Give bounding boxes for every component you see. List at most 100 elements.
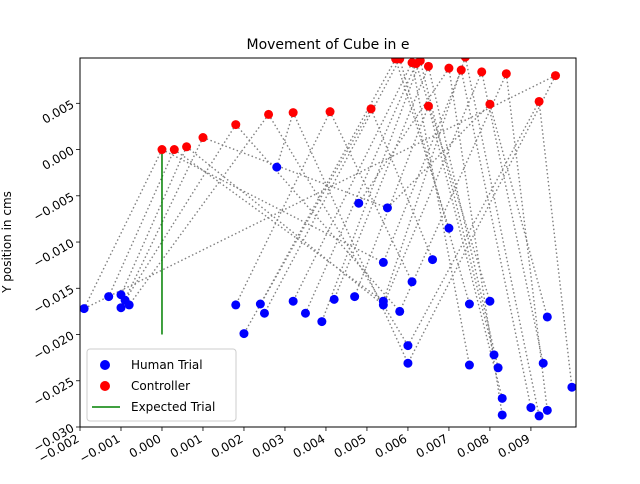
y-axis-label: Y position in cms: [0, 191, 14, 294]
legend-label-expected-trial: Expected Trial: [131, 400, 215, 414]
controller-point: [198, 133, 208, 143]
human-trial-point: [538, 358, 548, 368]
controller-point: [477, 67, 487, 77]
human-trial-point: [526, 403, 536, 413]
controller-point: [534, 96, 544, 106]
connector-line: [259, 58, 397, 305]
connector-line: [460, 69, 532, 408]
connector-line: [489, 104, 548, 318]
human-trial-point: [489, 350, 499, 360]
connector-line: [382, 58, 466, 302]
human-trial-point: [395, 306, 405, 316]
human-trial-point: [407, 277, 417, 287]
controller-point: [551, 71, 561, 81]
controller-point: [415, 58, 425, 66]
connector-line: [321, 60, 421, 322]
human-trial-point: [259, 308, 269, 318]
connector-line: [411, 62, 471, 366]
chart-title: Movement of Cube in e: [247, 37, 410, 53]
connector-line: [419, 60, 495, 356]
controller-point: [157, 145, 167, 155]
connector-line: [464, 58, 540, 417]
legend-box: [86, 348, 237, 422]
connector-line: [481, 71, 544, 364]
controller-point: [231, 120, 241, 130]
series-layer: [80, 58, 576, 421]
human-trial-point: [329, 294, 339, 304]
human-trial-point: [464, 299, 474, 309]
human-trial-point: [497, 410, 507, 420]
connector-line: [399, 73, 507, 312]
connector-line: [399, 58, 471, 305]
connector-line: [407, 75, 557, 364]
connector-line: [394, 58, 450, 229]
connector-line: [128, 114, 270, 306]
controller-point: [395, 58, 405, 64]
controller-point: [423, 101, 433, 111]
controller-point: [485, 99, 495, 109]
connector-line: [370, 108, 434, 260]
connector-line: [505, 73, 549, 411]
human-trial-point: [542, 405, 552, 415]
plot-frame: [79, 57, 577, 428]
human-trial-point: [497, 393, 507, 403]
human-trial-point: [567, 382, 576, 392]
controller-point: [325, 107, 335, 117]
controller-point: [264, 109, 274, 119]
human-trial-point: [354, 198, 364, 208]
human-trial-point: [542, 312, 552, 322]
connector-line: [276, 112, 294, 168]
human-trial-point: [317, 317, 327, 327]
legend-marker-controller: [100, 381, 110, 391]
human-trial-point: [300, 308, 310, 318]
connector-line: [382, 69, 462, 263]
legend-marker-human-trial: [100, 360, 110, 370]
connector-line: [120, 146, 188, 296]
controller-point: [460, 58, 470, 62]
human-trial-point: [403, 358, 413, 368]
legend-label-human-trial: Human Trial: [131, 358, 203, 372]
connector-line: [235, 124, 401, 312]
connector-line: [83, 149, 163, 309]
human-trial-point: [116, 303, 126, 313]
human-trial-point: [493, 363, 503, 373]
connector-lines: [83, 58, 573, 417]
human-trial-point: [255, 299, 265, 309]
controller-point: [182, 142, 192, 152]
human-trial-point: [464, 360, 474, 370]
human-trial-point: [288, 296, 298, 306]
human-trial-point: [350, 292, 360, 302]
connector-line: [120, 137, 204, 309]
controller-point: [169, 145, 179, 155]
legend-label-controller: Controller: [131, 379, 190, 393]
human-trial-point: [428, 255, 438, 265]
connector-line: [386, 103, 491, 209]
human-trial-point: [485, 296, 495, 306]
human-trial-point: [378, 257, 388, 267]
human-trial-point: [231, 300, 241, 310]
human-trial-point: [378, 300, 388, 310]
connector-line: [329, 111, 413, 283]
connector-line: [304, 63, 417, 314]
human-trial-point: [382, 203, 392, 213]
connector-line: [173, 148, 384, 302]
human-trial-point: [272, 162, 282, 172]
human-trial-point: [80, 304, 89, 314]
connector-line: [292, 62, 413, 302]
legend: Human Trial Controller Expected Trial: [86, 348, 237, 422]
controller-point: [501, 69, 511, 79]
human-trial-point: [444, 223, 454, 233]
human-trial-point: [124, 300, 134, 310]
connector-line: [108, 149, 175, 297]
connector-line: [358, 67, 450, 204]
human-trial-point: [239, 329, 249, 339]
controller-point: [366, 104, 376, 114]
connector-line: [124, 124, 237, 301]
human-trial-point: [403, 341, 413, 351]
controller-point: [456, 65, 466, 75]
controller-point: [423, 61, 433, 71]
human-trial-point: [534, 411, 544, 421]
human-trial-point: [104, 292, 114, 302]
